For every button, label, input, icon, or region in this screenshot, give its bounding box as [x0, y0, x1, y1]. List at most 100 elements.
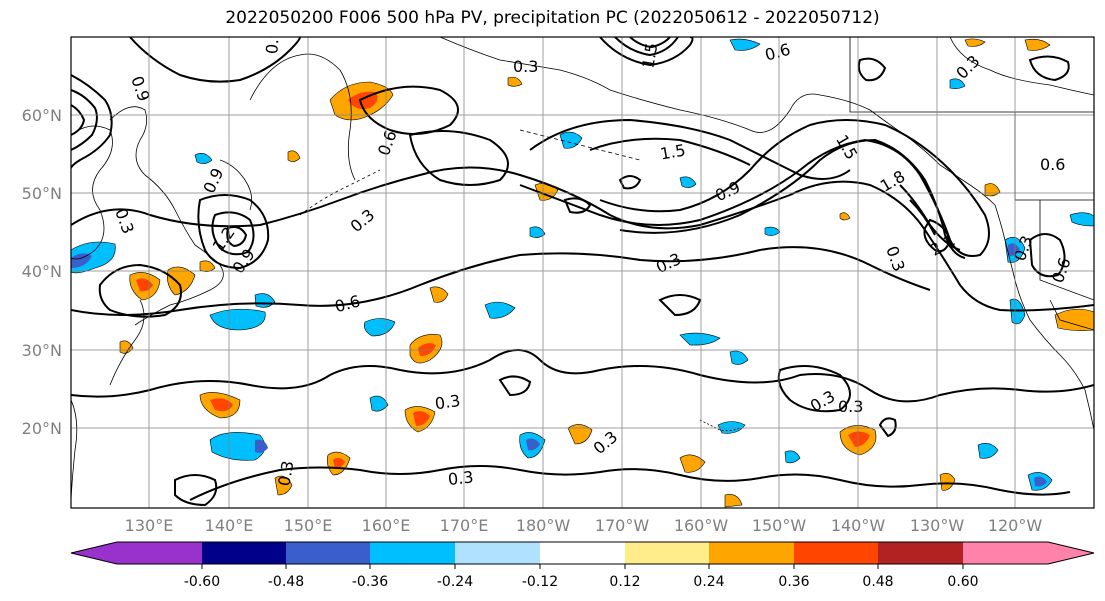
- precip-cell: [429, 286, 449, 303]
- border-line: [1039, 200, 1094, 301]
- pv-contour-line: [71, 246, 931, 316]
- pv-contour-line: [358, 85, 459, 135]
- contour-label: 0.3: [513, 57, 538, 76]
- map-layers: 0.3 0.6 0.6 0.6 0.3 0.3 0.3 0.3 0.3 0.3 …: [71, 37, 1094, 508]
- colorbar-tick-label: -0.48: [268, 574, 304, 590]
- pv-contour-line: [619, 138, 966, 259]
- precip-cell: [1034, 476, 1047, 487]
- lat-label: 40°N: [22, 262, 62, 281]
- pv-contour-line: [777, 365, 851, 413]
- pv-contour-line: [589, 137, 751, 166]
- contour-label: 0.3: [274, 459, 297, 487]
- precip-cell: [784, 450, 801, 464]
- precip-cell: [848, 431, 870, 447]
- colorbar-extend-low: [71, 542, 202, 564]
- lon-label: 120°W: [988, 516, 1043, 535]
- precip-cell: [413, 411, 430, 426]
- precip-cell: [364, 318, 396, 337]
- colorbar-tick-label: -0.36: [352, 574, 388, 590]
- precip-cell: [167, 266, 196, 296]
- lon-label: 150°E: [284, 516, 333, 535]
- lon-label: 170°W: [595, 516, 650, 535]
- precip-cell: [507, 76, 523, 87]
- precip-shading: [71, 38, 1094, 508]
- precip-cell: [333, 457, 345, 469]
- contour-label: 1.5: [638, 41, 661, 69]
- island-arc: [299, 169, 381, 216]
- contour-label: 0.6: [1040, 155, 1065, 174]
- gridlines: [71, 37, 1094, 508]
- pv-contour-line: [878, 417, 897, 438]
- lat-label: 30°N: [22, 341, 62, 360]
- figure-title: 2022050200 F006 500 hPa PV, precipitatio…: [225, 8, 880, 28]
- pv-contour-line: [129, 37, 301, 83]
- lon-axis-labels: 130°E 140°E 150°E 160°E 170°E 180°W 170°…: [125, 516, 1043, 535]
- precip-cell: [209, 308, 266, 331]
- precip-cell: [567, 424, 593, 445]
- colorbar: -0.60 -0.48 -0.36 -0.24 -0.12 0.12 0.24 …: [70, 541, 1095, 590]
- precip-cell: [369, 395, 389, 412]
- pv-contour-line: [563, 197, 592, 214]
- colorbar-outline: [70, 541, 1095, 565]
- pv-contour-line: [189, 465, 1071, 501]
- north-america-coastline: [994, 204, 1094, 431]
- precip-cell: [71, 253, 92, 268]
- colorbar-tick-label: -0.24: [437, 574, 473, 590]
- colorbar-tick-label: 0.24: [693, 574, 724, 590]
- precip-cell: [1024, 38, 1051, 51]
- border-line: [1049, 299, 1094, 331]
- contour-label: 0.3: [447, 467, 474, 489]
- kamchatka-coastline: [339, 69, 356, 181]
- pv-contour-line: [629, 37, 671, 49]
- kamchatka-coastline: [249, 53, 341, 101]
- precip-cell: [764, 226, 781, 236]
- asia-coastline: [71, 125, 113, 260]
- precip-cell: [529, 226, 546, 238]
- asia-coastline: [71, 399, 78, 501]
- colorbar-segment: [878, 542, 963, 564]
- precip-cell: [679, 332, 721, 346]
- precip-cell: [1069, 212, 1094, 227]
- taiwan-coastline: [109, 299, 145, 386]
- colorbar-segment: [370, 542, 456, 564]
- pv-contour-line: [197, 194, 270, 270]
- precip-cell: [724, 494, 743, 508]
- precip-cell: [679, 176, 697, 188]
- negative-precip-cells: [71, 38, 1094, 491]
- precip-cell: [964, 38, 986, 47]
- colorbar-tick-label: 0.12: [609, 574, 640, 590]
- lon-label: 170°E: [440, 516, 489, 535]
- precip-cell: [949, 78, 966, 89]
- asia-coastline: [109, 106, 148, 176]
- map-frame: [70, 36, 1095, 509]
- colorbar-tick-label: 0.60: [947, 574, 978, 590]
- lon-label: 130°E: [125, 516, 174, 535]
- precip-cell: [729, 350, 749, 365]
- colorbar-segment: [286, 542, 371, 564]
- precip-cell: [1008, 243, 1020, 256]
- pv-contour-line: [71, 74, 113, 169]
- lat-label: 50°N: [22, 184, 62, 203]
- pv-contour-line: [498, 375, 532, 397]
- lon-label: 160°W: [674, 516, 729, 535]
- lat-label: 60°N: [22, 106, 62, 125]
- pv-contour-line: [71, 349, 1094, 403]
- precip-cell: [729, 38, 761, 51]
- colorbar-segment: [455, 542, 541, 564]
- pv-contour-line: [658, 294, 702, 317]
- pv-contour-line: [614, 37, 679, 57]
- colorbar-tick-labels: -0.60 -0.48 -0.36 -0.24 -0.12 0.12 0.24 …: [184, 574, 979, 590]
- lon-label: 150°W: [752, 516, 807, 535]
- lat-axis-labels: 60°N 50°N 40°N 30°N 20°N: [22, 106, 62, 438]
- lon-label: 140°W: [831, 516, 886, 535]
- precip-cell: [1054, 308, 1094, 331]
- pv-contour-line: [519, 119, 990, 257]
- precip-cell: [194, 153, 213, 164]
- pv-contour-line: [98, 263, 182, 318]
- contour-label: 0.3: [434, 391, 462, 413]
- pv-contour-line: [618, 175, 642, 190]
- pv-contour-line: [857, 57, 887, 82]
- lon-label: 180°W: [516, 516, 571, 535]
